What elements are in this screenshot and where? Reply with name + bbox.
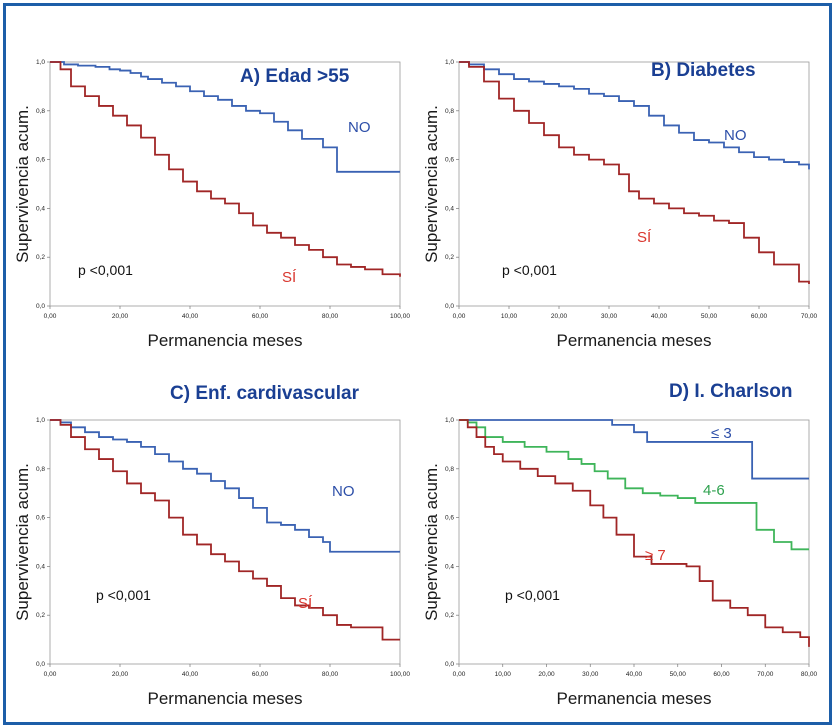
chart-b-xtick-label: 60,00 <box>751 313 768 320</box>
chart-b-series-label-0: NO <box>724 127 747 144</box>
chart-a-xlabel: Permanencia meses <box>148 331 303 350</box>
chart-d-title: D) I. Charlson <box>669 381 793 402</box>
chart-c-series-line-1 <box>50 419 400 641</box>
chart-d-series-label-2: ≥ 7 <box>645 547 666 564</box>
chart-d-series-label-0: ≤ 3 <box>711 425 732 442</box>
chart-d-xtick-label: 0,00 <box>453 671 466 678</box>
km-chart-d: 0,0 0,2 0,4 0,6 0,8 1,0 0,00 10,00 20,00 30,00 40,… <box>422 381 818 708</box>
chart-d-ylabel: Supervivencia acum. <box>422 463 441 621</box>
chart-c-xtick-label: 80,00 <box>322 671 339 678</box>
chart-a-xtick-label: 0,00 <box>44 313 57 320</box>
chart-d-ytick-label: 0,6 <box>445 515 454 522</box>
chart-a-title: A) Edad >55 <box>240 66 350 87</box>
chart-b-series-label-1: SÍ <box>637 229 652 246</box>
chart-b-ytick-label: 0,4 <box>445 205 454 212</box>
chart-d-xtick-label: 60,00 <box>713 671 730 678</box>
chart-d-xtick-label: 70,00 <box>757 671 774 678</box>
chart-c-title: C) Enf. cardivascular <box>170 383 360 404</box>
chart-a-ylabel: Supervivencia acum. <box>13 105 32 263</box>
chart-c-p-value: p <0,001 <box>96 587 151 603</box>
chart-d-ytick-label: 0,0 <box>445 661 454 668</box>
chart-b-ytick-label: 0,2 <box>445 254 454 261</box>
chart-d-ytick-label: 1,0 <box>445 417 454 424</box>
chart-b-xlabel: Permanencia meses <box>557 331 712 350</box>
chart-c-ytick-label: 0,4 <box>36 563 45 570</box>
chart-c-ylabel: Supervivencia acum. <box>13 463 32 621</box>
chart-d-ytick-label: 0,4 <box>445 563 454 570</box>
panel-c-cardiovascular: 0,0 0,2 0,4 0,6 0,8 1,0 0,00 20,00 40,00 60,00 80,… <box>10 368 416 718</box>
chart-d-series-line-1 <box>459 419 809 551</box>
chart-d-xtick-label: 80,00 <box>801 671 818 678</box>
chart-b-title: B) Diabetes <box>651 60 756 81</box>
chart-d-xtick-label: 10,00 <box>495 671 512 678</box>
chart-b-xtick-label: 70,00 <box>801 313 818 320</box>
chart-c-ytick-label: 0,8 <box>36 466 45 473</box>
chart-b-xtick-label: 40,00 <box>651 313 668 320</box>
panel-a-edad: 0,0 0,2 0,4 0,6 0,8 1,0 0,00 20,00 40,00 60,00 80,… <box>10 10 416 360</box>
chart-c-plot-area <box>49 419 401 665</box>
chart-b-xtick-label: 10,00 <box>501 313 518 320</box>
chart-b-xtick-label: 0,00 <box>453 313 466 320</box>
chart-d-ytick-label: 0,2 <box>445 612 454 619</box>
chart-c-ytick-label: 0,6 <box>36 515 45 522</box>
chart-b-ylabel: Supervivencia acum. <box>422 105 441 263</box>
chart-b-xtick-label: 20,00 <box>551 313 568 320</box>
chart-c-ytick-label: 1,0 <box>36 417 45 424</box>
chart-a-series-line-1 <box>50 61 401 277</box>
figure-frame: 0,0 0,2 0,4 0,6 0,8 1,0 0,00 20,00 40,00 60,00 80,… <box>3 3 832 725</box>
chart-c-xtick-label: 20,00 <box>112 671 129 678</box>
chart-b-ytick-label: 0,8 <box>445 108 454 115</box>
chart-d-xtick-label: 40,00 <box>626 671 643 678</box>
panel-d-charlson: 0,0 0,2 0,4 0,6 0,8 1,0 0,00 10,00 20,00 30,00 40,… <box>419 368 825 718</box>
chart-c-series-label-1: SÍ <box>298 595 313 612</box>
chart-a-ytick-label: 0,4 <box>36 205 45 212</box>
chart-d-xtick-label: 30,00 <box>582 671 599 678</box>
km-chart-b: 0,0 0,2 0,4 0,6 0,8 1,0 0,00 10,00 20,00 30,00 40,… <box>422 59 818 350</box>
chart-b-p-value: p <0,001 <box>502 262 557 278</box>
panel-b-diabetes: 0,0 0,2 0,4 0,6 0,8 1,0 0,00 10,00 20,00 30,00 40,… <box>419 10 825 360</box>
chart-b-series-line-0 <box>459 61 810 170</box>
chart-a-ytick-label: 0,8 <box>36 108 45 115</box>
chart-a-ytick-label: 0,2 <box>36 254 45 261</box>
chart-a-ytick-label: 0,6 <box>36 157 45 164</box>
chart-a-xtick-label: 100,00 <box>390 313 410 320</box>
chart-b-ytick-label: 1,0 <box>445 59 454 66</box>
chart-a-xtick-label: 40,00 <box>182 313 199 320</box>
chart-b-ytick-label: 0,0 <box>445 303 454 310</box>
chart-d-xtick-label: 20,00 <box>538 671 555 678</box>
chart-c-xlabel: Permanencia meses <box>148 689 303 708</box>
chart-d-p-value: p <0,001 <box>505 587 560 603</box>
chart-a-series-line-0 <box>50 61 400 173</box>
chart-d-series-label-1: 4-6 <box>703 482 725 499</box>
chart-d-series-line-0 <box>459 419 809 480</box>
chart-d-series-line-2 <box>459 419 810 647</box>
chart-b-series-line-1 <box>459 61 810 285</box>
chart-a-ytick-label: 0,0 <box>36 303 45 310</box>
chart-a-xtick-label: 80,00 <box>322 313 339 320</box>
chart-a-xtick-label: 60,00 <box>252 313 269 320</box>
chart-a-series-label-0: NO <box>348 119 371 136</box>
chart-c-series-label-0: NO <box>332 483 355 500</box>
chart-a-series-label-1: SÍ <box>282 269 297 286</box>
chart-c-series-line-0 <box>50 419 400 553</box>
chart-c-xtick-label: 40,00 <box>182 671 199 678</box>
chart-c-ytick-label: 0,2 <box>36 612 45 619</box>
chart-a-xtick-label: 20,00 <box>112 313 129 320</box>
chart-c-xtick-label: 100,00 <box>390 671 410 678</box>
chart-a-ytick-label: 1,0 <box>36 59 45 66</box>
km-chart-c: 0,0 0,2 0,4 0,6 0,8 1,0 0,00 20,00 40,00 60,00 80,… <box>13 383 410 708</box>
chart-b-xtick-label: 50,00 <box>701 313 718 320</box>
chart-d-ytick-label: 0,8 <box>445 466 454 473</box>
chart-a-p-value: p <0,001 <box>78 262 133 278</box>
chart-b-ytick-label: 0,6 <box>445 157 454 164</box>
chart-c-xtick-label: 60,00 <box>252 671 269 678</box>
chart-c-ytick-label: 0,0 <box>36 661 45 668</box>
chart-d-xlabel: Permanencia meses <box>557 689 712 708</box>
chart-d-xtick-label: 50,00 <box>670 671 687 678</box>
chart-b-xtick-label: 30,00 <box>601 313 618 320</box>
chart-c-xtick-label: 0,00 <box>44 671 57 678</box>
km-chart-a: 0,0 0,2 0,4 0,6 0,8 1,0 0,00 20,00 40,00 60,00 80,… <box>13 59 410 350</box>
